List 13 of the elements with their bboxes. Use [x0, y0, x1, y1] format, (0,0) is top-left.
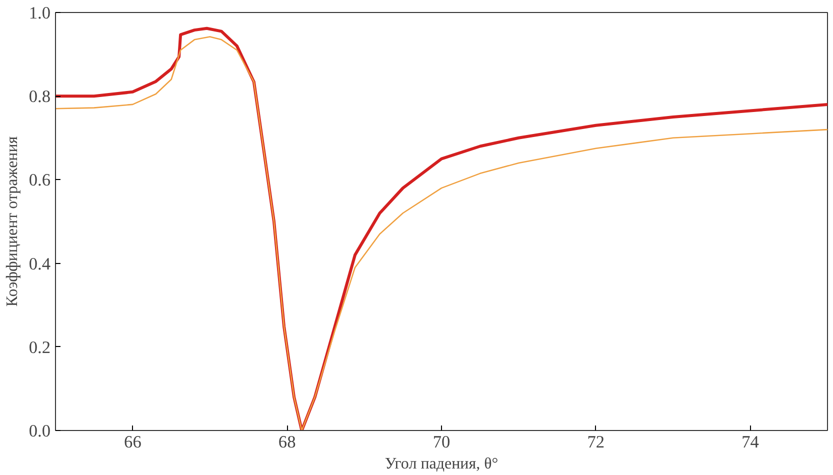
- y-axis-title: Коэффициент отражения: [4, 136, 21, 307]
- y-tick-label: 0.4: [28, 254, 51, 274]
- y-tick-label: 0.0: [28, 422, 51, 440]
- x-tick-label: 70: [432, 432, 450, 452]
- y-tick-label: 0.2: [28, 338, 51, 357]
- x-tick-label: 68: [278, 432, 296, 452]
- y-tick-label: 1.0: [28, 4, 51, 22]
- x-axis-title: Угол падения, θ°: [384, 456, 498, 472]
- x-tick-label: 66: [124, 432, 142, 452]
- x-tick-label: 74: [742, 432, 760, 452]
- x-tick-label: 72: [587, 432, 605, 452]
- y-tick-label: 0.8: [28, 87, 51, 106]
- y-tick-label: 0.6: [28, 170, 51, 190]
